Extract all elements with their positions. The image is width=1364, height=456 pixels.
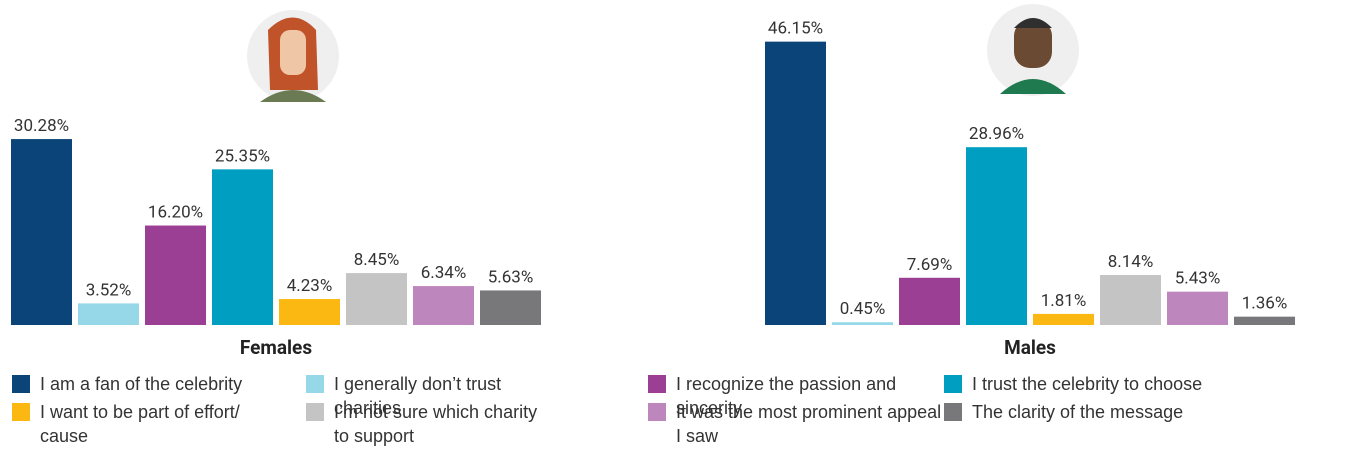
value-label: 30.28% (14, 116, 69, 136)
female-avatar (247, 10, 339, 102)
legend-label: I trust the celebrity to choose (972, 374, 1203, 394)
legend-item: It was the most prominent appeal I saw (648, 400, 948, 448)
legend-item: I want to be part of effort/ cause (12, 400, 292, 448)
bar (413, 286, 474, 325)
bar (966, 147, 1027, 325)
legend-label: The clarity of the message (972, 402, 1184, 422)
value-label: 6.34% (421, 263, 467, 283)
chart-title: Females (240, 336, 312, 359)
legend-label: I am a fan of the celebrity (40, 374, 243, 394)
legend-swatch (12, 403, 30, 421)
bar (1167, 291, 1228, 325)
bar (78, 303, 139, 325)
legend-label: I’m not sure which charity to support (334, 402, 538, 446)
value-label: 1.81% (1041, 291, 1087, 311)
value-label: 46.15% (768, 19, 823, 39)
male-avatar (987, 4, 1079, 96)
legend-swatch (12, 375, 30, 393)
bar (765, 41, 826, 325)
bar (832, 322, 893, 325)
value-label: 4.23% (287, 276, 333, 296)
legend-item: I generally don’t trust charities (306, 372, 556, 420)
bar (346, 273, 407, 325)
charts: 30.28% 3.52% 16.20% 25.35% 4.23% 8.45% 6.34% 5.… (11, 4, 1295, 359)
legend-item: I am a fan of the celebrity (12, 372, 292, 396)
legend-item: The clarity of the message (944, 400, 1344, 424)
bar (1033, 313, 1094, 325)
legend-swatch (648, 375, 666, 393)
legend-label: I want to be part of effort/ cause (40, 402, 240, 446)
value-label: 1.36% (1242, 294, 1288, 314)
legend-label: It was the most prominent appeal I saw (676, 402, 942, 446)
chart-title: Males (1004, 336, 1056, 359)
legend-label: I recognize the passion and sincerity (676, 374, 897, 418)
value-label: 28.96% (969, 124, 1024, 144)
value-label: 3.52% (86, 280, 132, 300)
value-label: 0.45% (840, 299, 886, 319)
bar (279, 299, 340, 325)
bar (1234, 316, 1295, 325)
legend-item: I trust the celebrity to choose (944, 372, 1344, 396)
bar (212, 169, 273, 325)
bar (11, 139, 72, 325)
value-label: 8.45% (354, 250, 400, 270)
legend-swatch (306, 375, 324, 393)
bar (1100, 275, 1161, 325)
legend-swatch (944, 403, 962, 421)
legend-label: I generally don’t trust charities (334, 374, 502, 418)
value-label: 25.35% (215, 146, 270, 166)
value-label: 16.20% (148, 203, 203, 223)
legend-item: I’m not sure which charity to support (306, 400, 556, 448)
bar (899, 277, 960, 325)
legend-swatch (944, 375, 962, 393)
legend-swatch (306, 403, 324, 421)
legend-swatch (648, 403, 666, 421)
value-label: 5.43% (1175, 269, 1221, 289)
value-label: 5.63% (488, 267, 534, 287)
bar (480, 290, 541, 325)
value-label: 8.14% (1108, 252, 1154, 272)
legend-item: I recognize the passion and sincerity (648, 372, 948, 420)
value-label: 7.69% (907, 255, 953, 275)
bar (145, 225, 206, 325)
